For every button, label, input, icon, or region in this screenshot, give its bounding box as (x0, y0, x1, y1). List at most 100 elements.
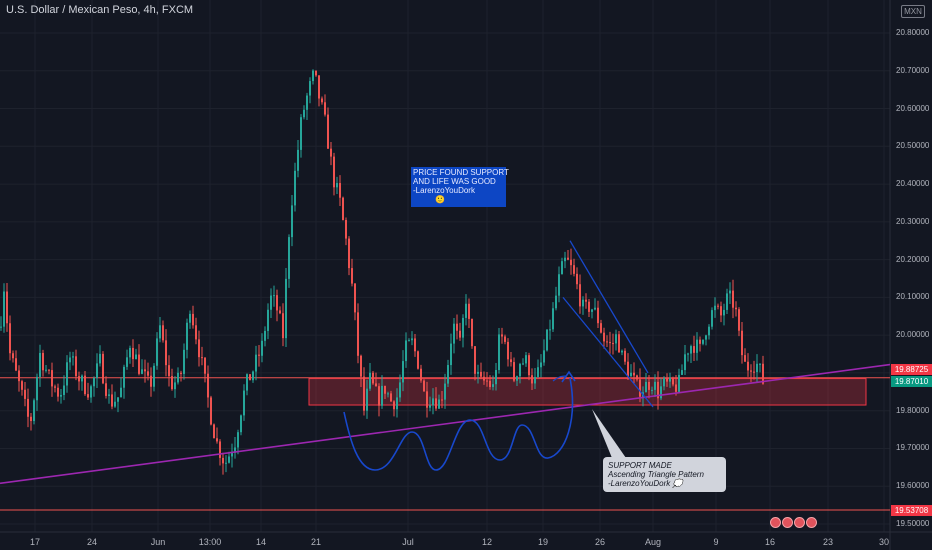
candle-body (657, 381, 659, 399)
candle-body (465, 303, 467, 318)
candle-body (717, 305, 719, 307)
price-tick-label: 19.80000 (896, 405, 930, 415)
time-tick-label: Jul (402, 537, 414, 547)
candle-body (198, 339, 200, 358)
candle-body (288, 237, 290, 279)
candle-body (759, 363, 761, 365)
time-tick-label: 30 (878, 537, 890, 547)
candle-body (372, 372, 374, 384)
candle-body (612, 343, 614, 345)
triangle-pattern-note[interactable]: SUPPORT MADE Ascending Triangle Pattern … (603, 457, 726, 492)
candle-body (219, 441, 221, 458)
price-tick-label: 20.60000 (896, 103, 930, 113)
candle-body (54, 386, 56, 388)
candle-body (510, 359, 512, 363)
time-tick-label: 12 (481, 537, 493, 547)
candle-body (720, 306, 722, 316)
candle-body (501, 334, 503, 337)
candle-body (477, 371, 479, 374)
candle-body (585, 299, 587, 302)
candle-body (168, 365, 170, 377)
candle-body (396, 397, 398, 410)
candle-body (18, 370, 20, 382)
candle-body (756, 363, 758, 373)
candle-body (9, 323, 11, 354)
price-badge-low: 19.53708 (891, 505, 932, 516)
candle-body (291, 205, 293, 238)
tool-circle-icon[interactable] (806, 517, 817, 528)
candle-body (675, 384, 677, 392)
note-line: -LarenzoYouDork 💭 (608, 479, 683, 488)
price-support-note[interactable]: PRICE FOUND SUPPORT AND LIFE WAS GOOD -L… (411, 167, 509, 207)
candle-body (309, 81, 311, 96)
tool-circle-icon[interactable] (782, 517, 793, 528)
candle-body (171, 376, 173, 390)
note-pointer (592, 409, 626, 458)
candle-body (57, 387, 59, 397)
candle-body (636, 375, 638, 380)
price-badge-resistance: 19.88725 (891, 364, 932, 375)
candle-body (336, 183, 338, 188)
candle-body (333, 156, 335, 188)
time-tick-label: 26 (594, 537, 606, 547)
candle-body (366, 388, 368, 411)
candle-body (504, 336, 506, 342)
candle-body (114, 401, 116, 407)
candle-body (192, 313, 194, 326)
candle-body (531, 375, 533, 384)
candle-body (528, 355, 530, 376)
candle-body (351, 268, 353, 284)
candle-body (747, 361, 749, 371)
note-line: SUPPORT MADE (608, 461, 672, 470)
drawing-tools-strip[interactable] (768, 516, 818, 530)
channel-line-lower (562, 296, 654, 408)
tool-circle-icon[interactable] (794, 517, 805, 528)
candle-body (303, 109, 305, 118)
candle-body (564, 257, 566, 262)
channel-line-upper (569, 240, 649, 374)
candle-body (606, 341, 608, 343)
candle-body (21, 381, 23, 390)
candle-body (588, 301, 590, 312)
candle-body (447, 365, 449, 384)
candle-body (684, 354, 686, 371)
candle-body (744, 355, 746, 362)
candle-body (543, 350, 545, 363)
candle-body (753, 371, 755, 373)
candle-body (384, 385, 386, 394)
candle-body (132, 347, 134, 360)
candle-body (99, 353, 101, 364)
candle-body (696, 339, 698, 353)
candle-body (624, 350, 626, 362)
candle-body (69, 357, 71, 363)
candle-body (255, 354, 257, 372)
candle-body (495, 370, 497, 385)
candle-body (597, 307, 599, 324)
candle-body (390, 393, 392, 402)
candle-body (3, 291, 5, 327)
candle-body (42, 352, 44, 371)
candle-body (513, 362, 515, 381)
candle-body (135, 354, 137, 360)
candle-body (39, 352, 41, 377)
candle-body (609, 342, 611, 344)
candle-body (207, 373, 209, 398)
candle-body (348, 238, 350, 269)
candle-body (228, 456, 230, 463)
candle-body (159, 325, 161, 339)
time-tick-label: 13:00 (198, 537, 222, 547)
candle-body (63, 385, 65, 395)
tool-circle-icon[interactable] (770, 517, 781, 528)
candle-body (519, 363, 521, 377)
candle-body (600, 323, 602, 333)
candle-body (432, 398, 434, 406)
note-line: -LarenzoYouDork (413, 186, 475, 195)
currency-badge[interactable]: MXN (901, 5, 925, 18)
candle-body (15, 358, 17, 371)
candle-body (222, 457, 224, 464)
candle-body (318, 75, 320, 99)
candle-body (276, 295, 278, 311)
candle-body (414, 338, 416, 352)
candle-body (750, 370, 752, 372)
